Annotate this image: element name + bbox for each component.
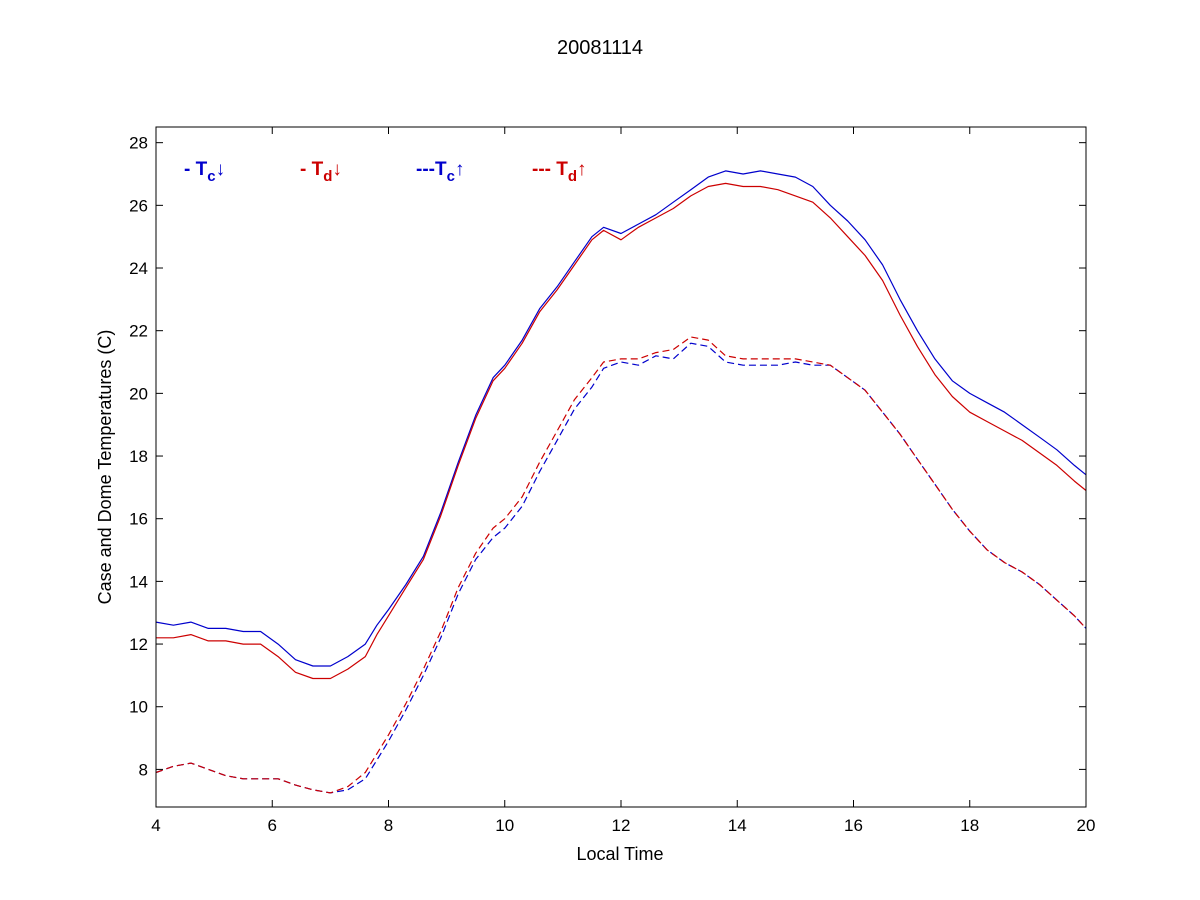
y-tick-label: 26 [129, 196, 148, 215]
x-tick-label: 8 [384, 816, 393, 835]
x-tick-label: 4 [151, 816, 160, 835]
x-tick-label: 6 [268, 816, 277, 835]
legend: - Tc↓ - Td↓ ---Tc↑ --- Td↑ [184, 159, 587, 185]
y-tick-label: 10 [129, 698, 148, 717]
legend-entry-subscript: d [323, 168, 332, 185]
chart-title: 20081114 [557, 37, 643, 59]
legend-entry-arrow: ↑ [455, 159, 465, 180]
legend-entry: ---Tc↑ [416, 159, 464, 185]
x-tick-label: 16 [844, 816, 863, 835]
legend-entry-subscript: c [207, 168, 215, 185]
y-axis: 8 10 12 14 16 18 20 22 24 26 28 [129, 134, 1086, 779]
y-tick-label: 12 [129, 635, 148, 654]
x-tick-label: 18 [960, 816, 979, 835]
legend-entry-prefix: - T [184, 159, 208, 180]
y-tick-label: 14 [129, 572, 148, 591]
legend-entry-prefix: - T [300, 159, 324, 180]
legend-entry-arrow: ↓ [216, 159, 226, 180]
legend-entry-subscript: d [568, 168, 577, 185]
x-tick-label: 10 [495, 816, 514, 835]
y-tick-label: 28 [129, 134, 148, 153]
series-line-td-up [155, 336, 1087, 794]
y-axis-label: Case and Dome Temperatures (C) [95, 330, 115, 605]
legend-entry-arrow: ↑ [577, 159, 587, 180]
x-axis: 4 6 8 10 12 14 16 18 20 [151, 127, 1095, 835]
y-tick-label: 16 [129, 510, 148, 529]
x-tick-label: 14 [728, 816, 747, 835]
legend-entry-arrow: ↓ [332, 159, 342, 180]
plot-lines [155, 170, 1087, 794]
series-line-td-down [156, 182, 1087, 680]
x-tick-label: 12 [612, 816, 631, 835]
legend-entry-prefix: --- T [532, 159, 568, 180]
legend-entry-prefix: ---T [416, 159, 447, 180]
y-tick-label: 24 [129, 259, 148, 278]
x-axis-label: Local Time [576, 844, 663, 864]
y-tick-label: 18 [129, 447, 148, 466]
y-tick-label: 8 [139, 760, 148, 779]
y-tick-label: 22 [129, 322, 148, 341]
legend-entry-subscript: c [447, 168, 455, 185]
x-tick-label: 20 [1077, 816, 1096, 835]
y-tick-label: 20 [129, 384, 148, 403]
legend-entry: - Tc↓ [184, 159, 225, 185]
series-line-tc-down [155, 170, 1087, 667]
legend-entry: --- Td↑ [532, 159, 587, 185]
legend-entry: - Td↓ [300, 159, 342, 185]
